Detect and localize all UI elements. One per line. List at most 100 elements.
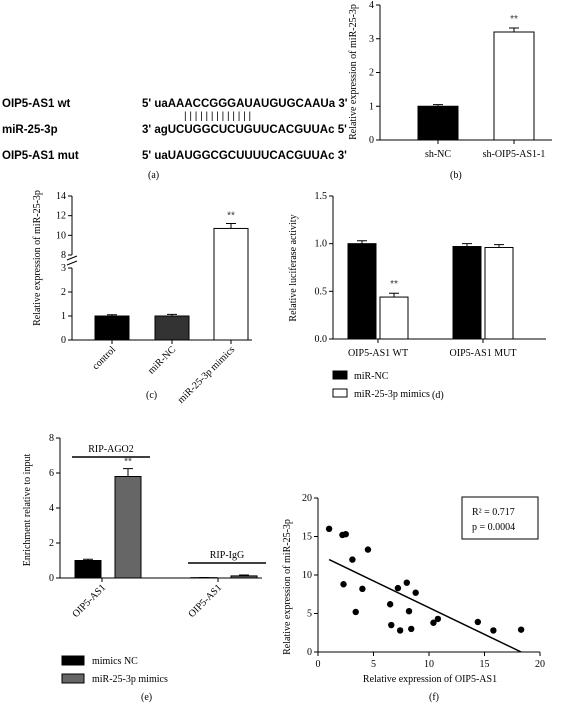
caption-d: (d) <box>432 390 444 401</box>
seq-name-mut: OIP5-AS1 mut <box>2 150 79 162</box>
f-y-tick-label: 20 <box>302 493 312 504</box>
d-y-tick-label: 0.0 <box>315 334 328 345</box>
caption-e: (e) <box>141 692 152 703</box>
c-lower-y-tick-label: 3 <box>61 263 66 274</box>
annotation-p: p = 0.0004 <box>472 522 515 533</box>
f-data-point <box>364 546 372 553</box>
c-axis-break-mark <box>66 255 78 266</box>
panel-f: Relative expression of miR-25-3p Relativ… <box>282 493 545 703</box>
d-error-bar <box>494 244 504 248</box>
d-x-tick-label: OIP5-AS1 MUT <box>450 348 517 359</box>
b-significance: ** <box>510 14 518 25</box>
ylabel-e: Enrichment relative to input <box>22 454 33 567</box>
stats-box <box>461 496 539 540</box>
f-data-point <box>386 601 394 608</box>
f-data-point <box>352 608 359 616</box>
caption-c: (c) <box>146 390 157 401</box>
panel-b: Relative expression of miR-25-3p 0 1 2 3 4 s… <box>348 0 552 181</box>
f-data-point <box>474 618 482 626</box>
e-x-tick-label: OIP5-AS1 <box>186 582 224 620</box>
seq-name-mirna: miR-25-3p <box>2 124 58 136</box>
b-y-tick-label: 2 <box>369 68 374 79</box>
c-x-tick-label: control <box>90 344 118 372</box>
c-lower-y-tick-label: 2 <box>61 287 66 298</box>
b-error-bar <box>509 27 519 32</box>
e-error-bar <box>83 558 93 561</box>
e-group-label: RIP-IgG <box>210 550 244 561</box>
d-bar <box>347 243 377 340</box>
seq-mut: 5' uaUAUGGCGCUUUUCACGUUAc 3' <box>142 150 347 162</box>
c-error-bar <box>226 223 236 229</box>
f-x-tick-label: 15 <box>480 659 490 670</box>
panel-e: Enrichment relative to input 0 2 4 6 8 ** OIP… <box>22 433 266 703</box>
f-data-point <box>517 626 525 633</box>
e-group-label: RIP-AGO2 <box>88 444 134 455</box>
e-legend-label: miR-25-3p mimics <box>92 674 168 685</box>
c-upper-y-tick-label: 10 <box>56 230 66 241</box>
f-data-point <box>359 585 366 593</box>
b-y-tick-label: 4 <box>369 0 374 11</box>
f-y-tick-label: 0 <box>307 647 312 658</box>
e-significance: ** <box>124 457 132 468</box>
d-x-tick-label: OIP5-AS1 WT <box>348 348 408 359</box>
seq-wt: 5' uaAAACCGGGAUAUGUGCAAUa 3' <box>142 98 348 110</box>
e-y-tick-label: 6 <box>49 468 54 479</box>
d-significance: ** <box>390 279 398 290</box>
f-y-tick-label: 10 <box>302 570 312 581</box>
c-bar <box>154 315 190 341</box>
e-x-tick-label: OIP5-AS1 <box>70 582 108 620</box>
b-y-tick-label: 1 <box>369 101 374 112</box>
e-error-bar <box>123 468 133 477</box>
panel-a: OIP5-AS1 wt 5' uaAAACCGGGAUAUGUGCAAUa 3'… <box>2 98 348 181</box>
f-data-point <box>396 627 404 634</box>
caption-a: (a) <box>148 170 159 181</box>
e-error-bar <box>239 574 249 576</box>
caption-f: (f) <box>429 692 439 703</box>
c-upper-y-tick-label: 14 <box>56 191 66 202</box>
f-data-point <box>408 625 415 633</box>
f-x-tick-label: 5 <box>371 659 376 670</box>
d-bar <box>379 296 409 340</box>
f-x-tick-label: 20 <box>535 659 545 670</box>
d-y-tick-label: 0.5 <box>315 286 328 297</box>
ylabel-d: Relative luciferase activity <box>288 214 299 321</box>
c-lower-y-tick-label: 1 <box>61 311 66 322</box>
e-y-tick-label: 2 <box>49 538 54 549</box>
b-bar <box>493 31 535 141</box>
f-data-point <box>430 619 437 626</box>
annotation-r2: R² = 0.717 <box>472 507 515 518</box>
f-data-point <box>340 581 347 588</box>
seq-pairing-lines: | | | | | | | | | | | | | <box>184 111 251 122</box>
seq-name-wt: OIP5-AS1 wt <box>2 98 71 110</box>
c-error-bar <box>167 313 177 316</box>
c-error-bar <box>107 314 117 316</box>
c-bar <box>213 227 249 341</box>
b-x-tick-label: sh-OIP5-AS1-1 <box>483 149 546 160</box>
xlabel-f: Relative expression of OIP5-AS1 <box>363 674 497 685</box>
b-y-tick-label: 0 <box>369 135 374 146</box>
f-data-point <box>342 530 349 538</box>
f-data-point <box>349 556 356 563</box>
f-data-point <box>405 607 413 615</box>
f-y-tick-label: 5 <box>307 609 312 620</box>
d-bar <box>484 246 514 340</box>
e-legend-swatch <box>61 655 85 666</box>
f-data-point <box>394 584 402 592</box>
seq-mirna: 3' agUCUGGCUCUGUUCACGUUAc 5' <box>142 124 347 136</box>
f-data-point <box>388 621 395 629</box>
d-legend-swatch <box>332 388 348 398</box>
ylabel-c: Relative expression of miR-25-3p <box>32 190 43 326</box>
e-bar <box>114 476 142 579</box>
f-x-tick-label: 10 <box>424 659 434 670</box>
d-bar <box>452 246 482 340</box>
f-data-point <box>434 615 442 623</box>
b-error-bar <box>433 104 443 107</box>
e-bar <box>230 575 258 579</box>
d-y-tick-label: 1.5 <box>315 191 328 202</box>
c-bar <box>94 315 130 341</box>
b-y-tick-label: 3 <box>369 34 374 45</box>
caption-b: (b) <box>450 170 462 181</box>
d-error-bar <box>357 240 367 244</box>
f-data-point <box>412 589 419 596</box>
